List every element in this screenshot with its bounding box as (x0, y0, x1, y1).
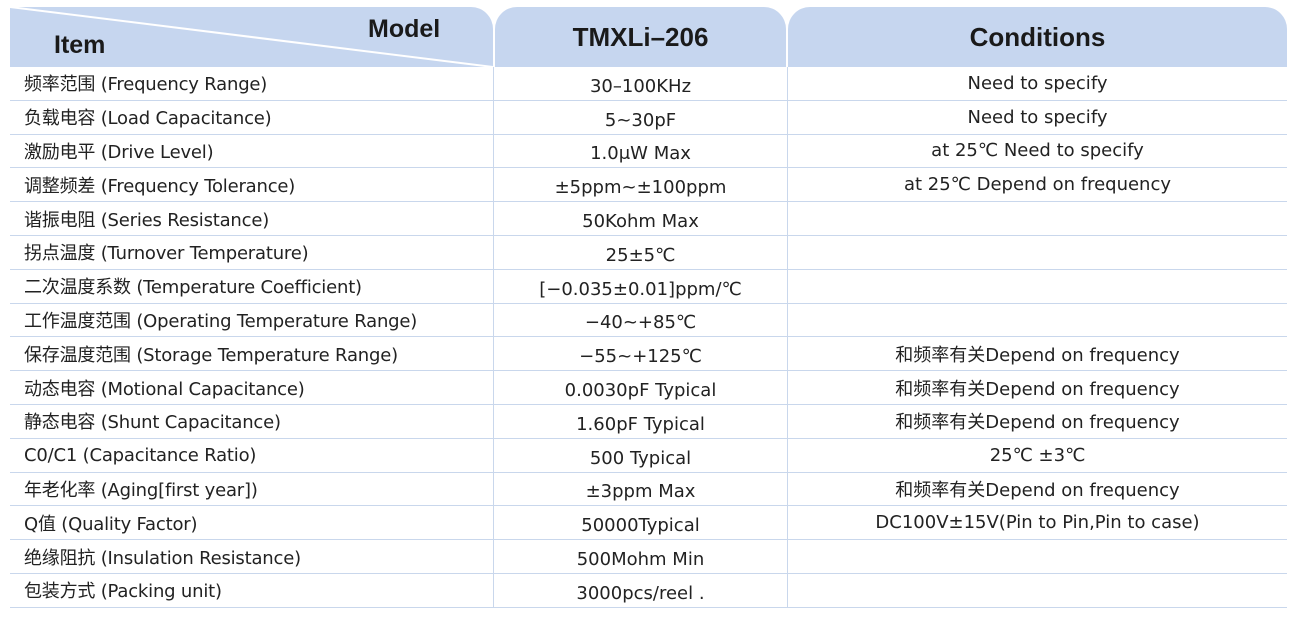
header-conditions-cell: Conditions (788, 7, 1287, 67)
item-cell: 负载电容 (Load Capacitance) (24, 108, 272, 130)
table-row: 二次温度系数 (Temperature Coefficient) [−0.035±… (10, 269, 1287, 304)
header-model: Model (368, 15, 441, 43)
value-cell: 30–100KHz (493, 67, 787, 100)
item-cell: 静态电容 (Shunt Capacitance) (24, 412, 281, 434)
condition-cell: 和频率有关Depend on frequency (787, 472, 1287, 506)
item-cell: C0/C1 (Capacitance Ratio) (24, 444, 257, 466)
value-cell: 1.60pF Typical (493, 405, 787, 438)
item-cell: 绝缘阻抗 (Insulation Resistance) (24, 547, 301, 569)
value-cell: 50Kohm Max (493, 202, 787, 235)
value-cell: [−0.035±0.01]ppm/℃ (493, 269, 787, 303)
item-cell: 拐点温度 (Turnover Temperature) (24, 243, 309, 265)
header-item-cell: Model Item (10, 7, 493, 67)
value-cell: 0.0030pF Typical (493, 371, 787, 404)
value-cell: 25±5℃ (493, 236, 787, 269)
header-diagonal (10, 7, 493, 67)
condition-cell (787, 236, 1287, 269)
condition-cell: 和频率有关Depend on frequency (787, 371, 1287, 404)
value-cell: −40~+85℃ (493, 303, 787, 337)
table-row: 负载电容 (Load Capacitance) 5~30pF Need to spe… (10, 100, 1287, 135)
condition-cell (787, 303, 1287, 337)
header-product-cell: TMXLi–206 (495, 7, 786, 67)
condition-cell: Need to specify (787, 67, 1287, 100)
value-cell: 1.0μW Max (493, 134, 787, 168)
condition-cell: DC100V±15V(Pin to Pin,Pin to case) (787, 506, 1287, 540)
value-cell: −55~+125℃ (493, 337, 787, 371)
value-cell: ±3ppm Max (493, 472, 787, 506)
item-cell: 包装方式 (Packing unit) (24, 581, 222, 603)
value-cell: 50000Typical (493, 506, 787, 540)
table-row: 拐点温度 (Turnover Temperature) 25±5℃ (10, 236, 1287, 270)
condition-cell: Need to specify (787, 100, 1287, 134)
header-conditions: Conditions (969, 22, 1106, 52)
table-row: 绝缘阻抗 (Insulation Resistance) 500Mohm Min (10, 540, 1287, 574)
condition-cell: at 25℃ Depend on frequency (787, 168, 1287, 202)
table-row: 年老化率 (Aging[first year]) ±3ppm Max 和频率有关De… (10, 472, 1287, 507)
value-cell: 500 Typical (493, 438, 787, 472)
condition-cell (787, 574, 1287, 607)
item-cell: 二次温度系数 (Temperature Coefficient) (24, 277, 362, 299)
table-row: 包装方式 (Packing unit) 3000pcs/reel . (10, 574, 1287, 608)
item-cell: 保存温度范围 (Storage Temperature Range) (24, 344, 398, 366)
header-item: Item (54, 31, 106, 59)
condition-cell (787, 202, 1287, 235)
item-cell: 动态电容 (Motional Capacitance) (24, 378, 305, 400)
table-row: C0/C1 (Capacitance Ratio) 500 Typical 25℃ … (10, 438, 1287, 473)
table-row: 动态电容 (Motional Capacitance) 0.0030pF Typi… (10, 371, 1287, 405)
item-cell: 调整频差 (Frequency Tolerance) (24, 175, 296, 197)
table-row: 激励电平 (Drive Level) 1.0μW Max at 25℃ Need t… (10, 134, 1287, 169)
value-cell: ±5ppm~±100ppm (493, 168, 787, 202)
item-cell: 频率范围 (Frequency Range) (24, 74, 268, 96)
condition-cell: at 25℃ Need to specify (787, 134, 1287, 168)
table-row: 频率范围 (Frequency Range) 30–100KHz Need to s… (10, 67, 1287, 101)
condition-cell: 和频率有关Depend on frequency (787, 337, 1287, 371)
table-row: 谐振电阻 (Series Resistance) 50Kohm Max (10, 202, 1287, 236)
value-cell: 5~30pF (493, 100, 787, 134)
table-row: 保存温度范围 (Storage Temperature Range) −55~+1… (10, 337, 1287, 372)
table-row: 调整频差 (Frequency Tolerance) ±5ppm~±100ppm a… (10, 168, 1287, 203)
condition-cell (787, 540, 1287, 573)
item-cell: 年老化率 (Aging[first year]) (24, 479, 258, 501)
value-cell: 3000pcs/reel . (493, 574, 787, 607)
header-product: TMXLi–206 (572, 22, 709, 52)
condition-cell: 25℃ ±3℃ (787, 438, 1287, 472)
table-row: 静态电容 (Shunt Capacitance) 1.60pF Typical 和频… (10, 405, 1287, 439)
item-cell: 工作温度范围 (Operating Temperature Range) (24, 310, 418, 332)
table-row: Q值 (Quality Factor) 50000Typical DC100V±15… (10, 506, 1287, 541)
value-cell: 500Mohm Min (493, 540, 787, 573)
item-cell: Q值 (Quality Factor) (24, 513, 198, 535)
item-cell: 谐振电阻 (Series Resistance) (24, 209, 270, 231)
condition-cell: 和频率有关Depend on frequency (787, 405, 1287, 438)
item-cell: 激励电平 (Drive Level) (24, 141, 214, 163)
table-row: 工作温度范围 (Operating Temperature Range) −40~… (10, 303, 1287, 338)
condition-cell (787, 269, 1287, 303)
